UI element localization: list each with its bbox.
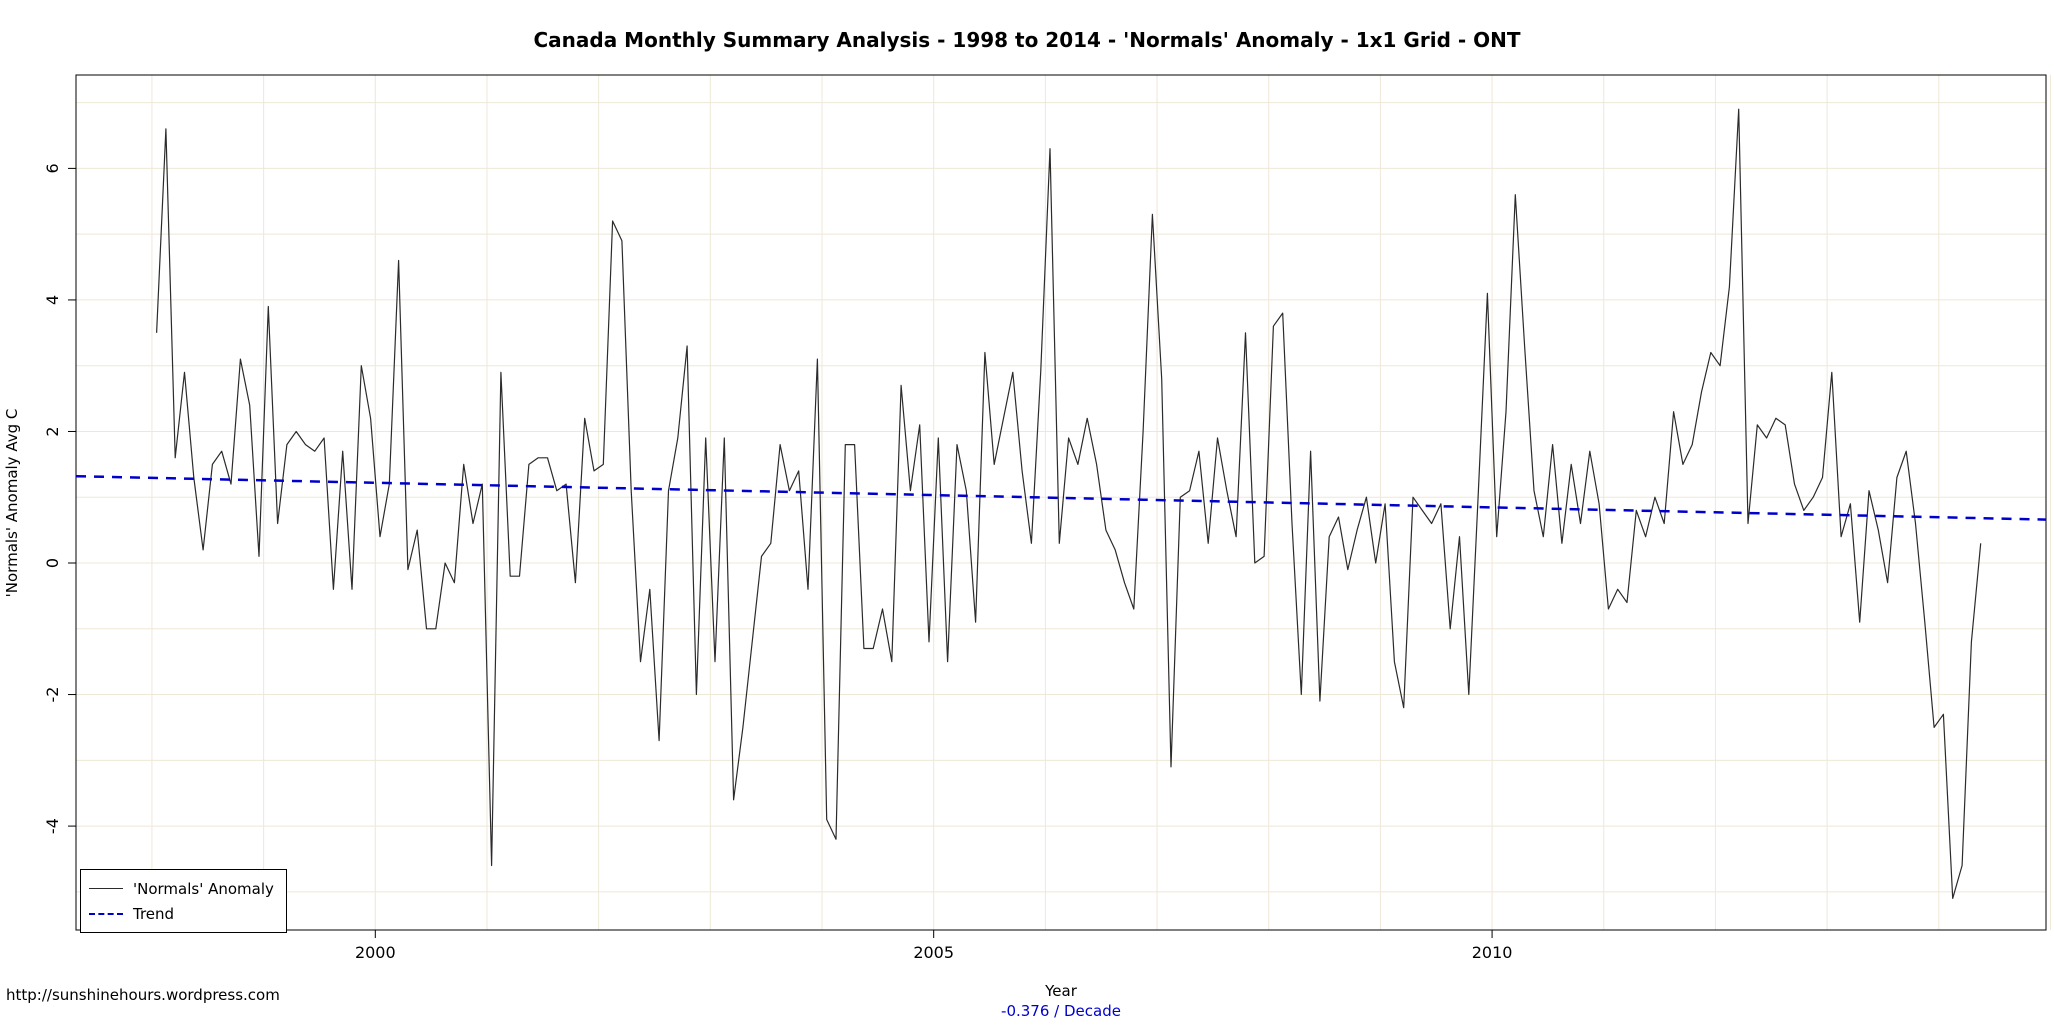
- legend-item-trend: Trend: [89, 901, 274, 926]
- legend-label-anomaly: 'Normals' Anomaly: [133, 879, 274, 898]
- x-tick-label: 2000: [355, 943, 396, 962]
- trend-slope-note: -0.376 / Decade: [1001, 1002, 1121, 1020]
- plot-box: [75, 74, 2047, 931]
- y-tick-label: 0: [43, 558, 62, 568]
- y-tick-label: -4: [43, 818, 62, 834]
- chart-title: Canada Monthly Summary Analysis - 1998 t…: [533, 28, 1521, 52]
- legend-item-anomaly: 'Normals' Anomaly: [89, 876, 274, 901]
- trend-line: [75, 474, 2047, 521]
- source-url: http://sunshinehours.wordpress.com: [6, 986, 280, 1004]
- legend-solid-line-icon: [89, 888, 123, 889]
- legend-label-trend: Trend: [133, 904, 175, 923]
- y-tick-label: 6: [43, 163, 62, 173]
- y-tick-label: -2: [43, 687, 62, 703]
- anomaly-series-line: [156, 108, 1982, 900]
- x-axis-title: Year: [1045, 982, 1077, 1000]
- legend: 'Normals' Anomaly Trend: [80, 869, 287, 933]
- y-tick-label: 2: [43, 426, 62, 436]
- legend-dashed-line-icon: [89, 912, 123, 915]
- y-axis-title: 'Normals' Anomaly Avg C: [3, 408, 21, 598]
- x-tick-label: 2010: [1472, 943, 1513, 962]
- x-tick-label: 2005: [913, 943, 954, 962]
- y-tick-label: 4: [43, 295, 62, 305]
